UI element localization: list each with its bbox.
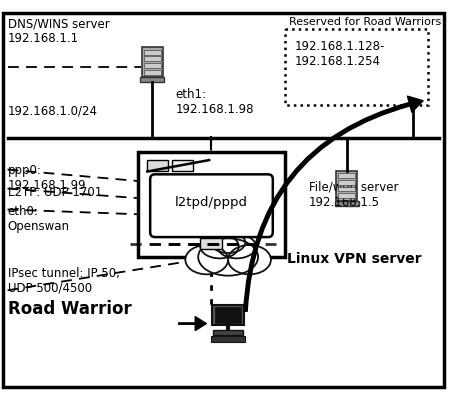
Text: 192.168.1.128-
192.168.1.254: 192.168.1.128- 192.168.1.254 [295,40,385,68]
Ellipse shape [218,234,256,258]
Text: l2tpd/pppd: l2tpd/pppd [175,196,248,209]
Text: eth1:
192.168.1.98: eth1: 192.168.1.98 [176,88,254,116]
Text: Internet: Internet [162,236,209,249]
Bar [337,170,357,201]
FancyArrowPatch shape [179,317,206,330]
Text: Linux VPN server: Linux VPN server [287,252,422,266]
Ellipse shape [185,245,228,274]
Text: Reserved for Road Warriors: Reserved for Road Warriors [289,17,441,27]
Bar [140,77,164,82]
Bar [212,304,244,326]
Bar [138,152,285,257]
Ellipse shape [228,245,271,274]
FancyArrowPatch shape [243,96,423,311]
Ellipse shape [200,234,239,258]
Text: File/web server
192.168.1.5: File/web server 192.168.1.5 [309,181,399,209]
Ellipse shape [211,232,245,253]
Bar [215,308,242,323]
Text: IPsec tunnel: IP 50,
UDP 500/4500: IPsec tunnel: IP 50, UDP 500/4500 [8,266,119,294]
Bar [143,56,161,61]
Bar [338,187,355,192]
Bar [200,238,222,250]
Bar [147,160,168,172]
Bar [143,50,161,54]
Bar [338,173,355,178]
Bar [338,193,355,198]
Text: 192.168.1.0/24: 192.168.1.0/24 [8,105,98,118]
Text: ppp0:
192.168.1.99: ppp0: 192.168.1.99 [8,164,86,192]
Ellipse shape [198,238,258,276]
Text: eth0:
Openswan: eth0: Openswan [8,205,70,233]
FancyBboxPatch shape [150,174,273,237]
Bar [213,330,243,335]
Bar [143,63,161,68]
Text: L2TP: UDP 1701: L2TP: UDP 1701 [8,186,102,199]
Bar [141,47,163,77]
Text: Road Warrior: Road Warrior [8,300,131,318]
Bar [335,201,359,206]
Bar [172,160,193,172]
Bar [143,70,161,74]
Bar [338,180,355,185]
Text: DNS/WINS server
192.168.1.1: DNS/WINS server 192.168.1.1 [8,18,110,46]
Bar [211,336,245,342]
Bar [285,29,428,105]
